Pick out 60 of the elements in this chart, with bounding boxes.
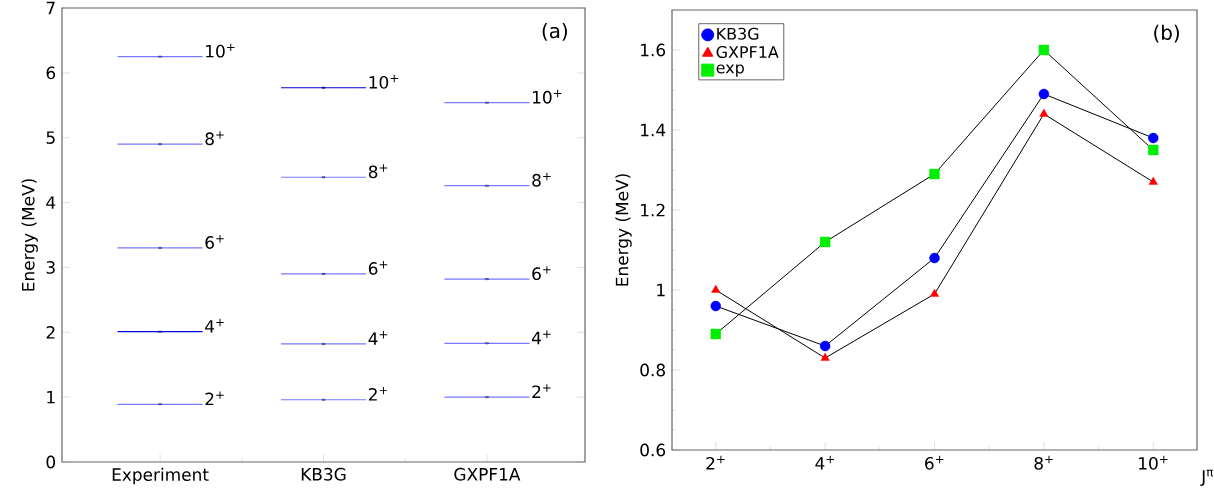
point — [930, 288, 940, 297]
y-tick-label: 1.6 — [641, 43, 666, 57]
point — [819, 340, 831, 352]
x-tick-label: 6$^{+}$ — [925, 455, 944, 470]
y-axis-title: Energy (MeV) — [21, 179, 38, 291]
y-tick-label: 1 — [657, 283, 665, 297]
legend-label: GXPF1A — [716, 46, 779, 59]
x-tick-label: 2$^{+}$ — [706, 455, 725, 470]
legend-label: exp — [716, 64, 744, 77]
x-tick-label: Experiment — [112, 467, 209, 485]
point — [710, 300, 721, 312]
point — [1148, 176, 1158, 185]
y-tick-label: 1.4 — [641, 123, 666, 137]
y-tick-label: 5 — [46, 131, 55, 144]
y-tick-label: 3 — [46, 261, 55, 274]
x-tick-label: GXPF1A — [454, 467, 521, 481]
point — [711, 284, 721, 293]
legend-label: KB3G — [717, 27, 759, 40]
text: 4$^{+}$ — [205, 318, 224, 333]
y-tick-label: 0.8 — [640, 363, 666, 377]
text: 10$^{+}$ — [369, 74, 398, 89]
y-tick-label: 4 — [46, 196, 56, 209]
text: 2$^{+}$ — [205, 391, 224, 406]
y-tick-label: 1 — [47, 390, 55, 404]
x-tick-label: KB3G — [301, 467, 346, 481]
x-tick-label: 8$^{+}$ — [1034, 455, 1053, 470]
text: 2$^{+}$ — [368, 386, 388, 401]
x-tick-label: 4$^{+}$ — [815, 455, 834, 470]
point — [1038, 88, 1050, 100]
point — [1148, 144, 1159, 156]
point — [929, 168, 940, 180]
point — [819, 236, 831, 248]
text: 8$^{+}$ — [205, 131, 224, 146]
y-tick-label: 1.2 — [641, 203, 665, 217]
text: 6$^{+}$ — [532, 266, 551, 281]
text: 4$^{+}$ — [531, 330, 551, 345]
annotation: (a) — [542, 22, 567, 41]
y-axis-title: Energy (MeV) — [615, 174, 632, 286]
y-tick-label: 0.6 — [640, 443, 666, 457]
point — [820, 352, 830, 361]
point — [1148, 132, 1159, 144]
y-tick-label: 6 — [46, 66, 56, 80]
text: 10$^{+}$ — [206, 43, 235, 58]
text: 8$^{+}$ — [368, 164, 388, 179]
point — [710, 328, 721, 340]
annotation: (b) — [1154, 24, 1179, 43]
point — [1038, 44, 1050, 56]
x-tick-label: 10$^{+}$ — [1139, 455, 1168, 470]
text: 4$^{+}$ — [368, 331, 388, 345]
point — [1039, 108, 1049, 117]
text: 10$^{+}$ — [533, 89, 562, 104]
x-axis-title: J$^{π}$ — [1200, 469, 1213, 486]
text: 6$^{+}$ — [368, 260, 388, 275]
text: 2$^{+}$ — [532, 384, 551, 398]
point — [929, 252, 940, 264]
y-tick-label: 7 — [46, 1, 55, 15]
y-tick-label: 2 — [46, 325, 55, 339]
text: 8$^{+}$ — [532, 172, 551, 187]
y-tick-label: 0 — [46, 455, 56, 469]
text: 6$^{+}$ — [205, 235, 224, 249]
